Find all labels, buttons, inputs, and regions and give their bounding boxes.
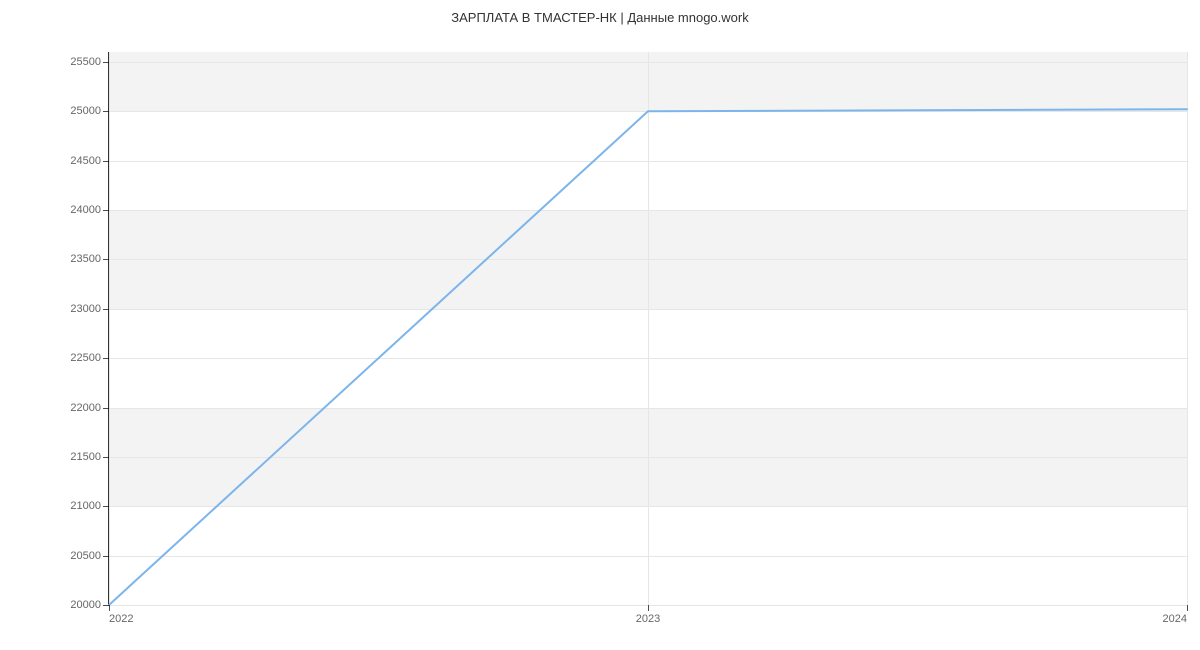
y-tick-label: 20500 <box>70 550 109 562</box>
y-tick-label: 20000 <box>70 599 109 611</box>
y-tick-label: 25000 <box>70 105 109 117</box>
y-tick-label: 21500 <box>70 451 109 463</box>
y-tick-label: 25500 <box>70 56 109 68</box>
y-tick-label: 22500 <box>70 352 109 364</box>
y-tick-label: 24000 <box>70 204 109 216</box>
x-gridline <box>1187 52 1188 605</box>
line-layer <box>109 52 1187 605</box>
chart-title: ЗАРПЛАТА В ТМАСТЕР-НК | Данные mnogo.wor… <box>0 10 1200 25</box>
y-tick-label: 24500 <box>70 155 109 167</box>
salary-line-chart: ЗАРПЛАТА В ТМАСТЕР-НК | Данные mnogo.wor… <box>0 0 1200 650</box>
x-tick-mark <box>1187 605 1188 611</box>
y-tick-label: 23500 <box>70 253 109 265</box>
y-tick-label: 23000 <box>70 303 109 315</box>
x-tick-label: 2023 <box>636 605 660 625</box>
x-tick-label: 2024 <box>1163 605 1187 625</box>
plot-area: 2000020500210002150022000225002300023500… <box>108 52 1187 606</box>
x-tick-label: 2022 <box>109 605 133 625</box>
y-tick-label: 21000 <box>70 500 109 512</box>
series-line-salary <box>109 109 1187 605</box>
y-tick-label: 22000 <box>70 402 109 414</box>
